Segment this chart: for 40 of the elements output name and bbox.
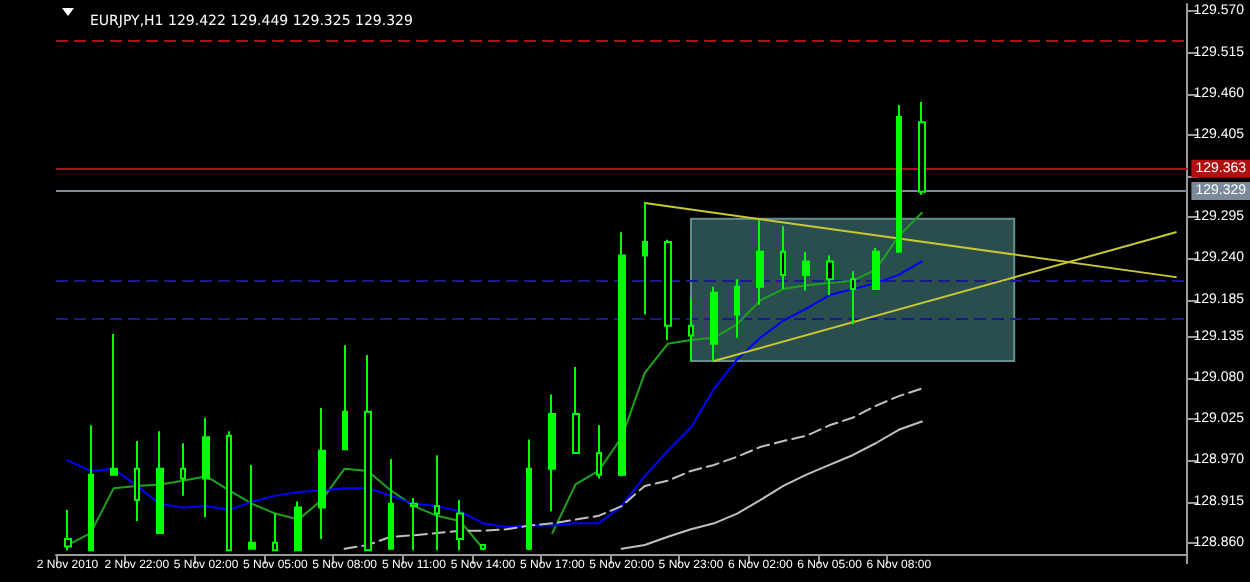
candlestick bbox=[64, 508, 72, 552]
candlestick bbox=[780, 225, 786, 291]
candlestick bbox=[410, 496, 418, 552]
candlestick bbox=[918, 101, 926, 196]
candlestick bbox=[134, 440, 140, 523]
candlestick bbox=[526, 438, 532, 552]
candlestick bbox=[202, 416, 210, 519]
candlestick bbox=[710, 285, 718, 362]
candlestick bbox=[802, 250, 810, 292]
candlestick bbox=[618, 231, 626, 478]
candlestick bbox=[88, 424, 94, 552]
candlestick bbox=[226, 430, 232, 552]
candlestick bbox=[456, 499, 464, 552]
candlestick bbox=[294, 500, 302, 552]
line-series bbox=[620, 420, 923, 550]
candlestick bbox=[110, 333, 118, 476]
candlestick bbox=[364, 353, 372, 552]
candlestick bbox=[850, 270, 856, 326]
candlestick bbox=[548, 393, 556, 513]
candlestick bbox=[180, 442, 186, 497]
candlestick bbox=[872, 246, 880, 291]
line-series bbox=[343, 387, 923, 550]
candlestick bbox=[342, 344, 348, 451]
candlestick bbox=[756, 219, 764, 306]
candlestick bbox=[272, 512, 278, 552]
candlestick bbox=[896, 104, 902, 253]
candlestick bbox=[318, 407, 326, 541]
candlestick bbox=[642, 202, 648, 316]
candlestick bbox=[572, 365, 580, 454]
candlestick bbox=[388, 457, 394, 550]
candlestick bbox=[664, 238, 672, 341]
candlestick bbox=[248, 463, 256, 550]
candlestick bbox=[156, 430, 164, 535]
candlestick bbox=[434, 454, 440, 552]
candlestick bbox=[596, 424, 602, 480]
line-series bbox=[66, 260, 923, 529]
candlestick bbox=[826, 254, 834, 297]
candlestick bbox=[480, 544, 486, 552]
candlestick bbox=[688, 297, 694, 362]
candlestick bbox=[734, 278, 740, 339]
